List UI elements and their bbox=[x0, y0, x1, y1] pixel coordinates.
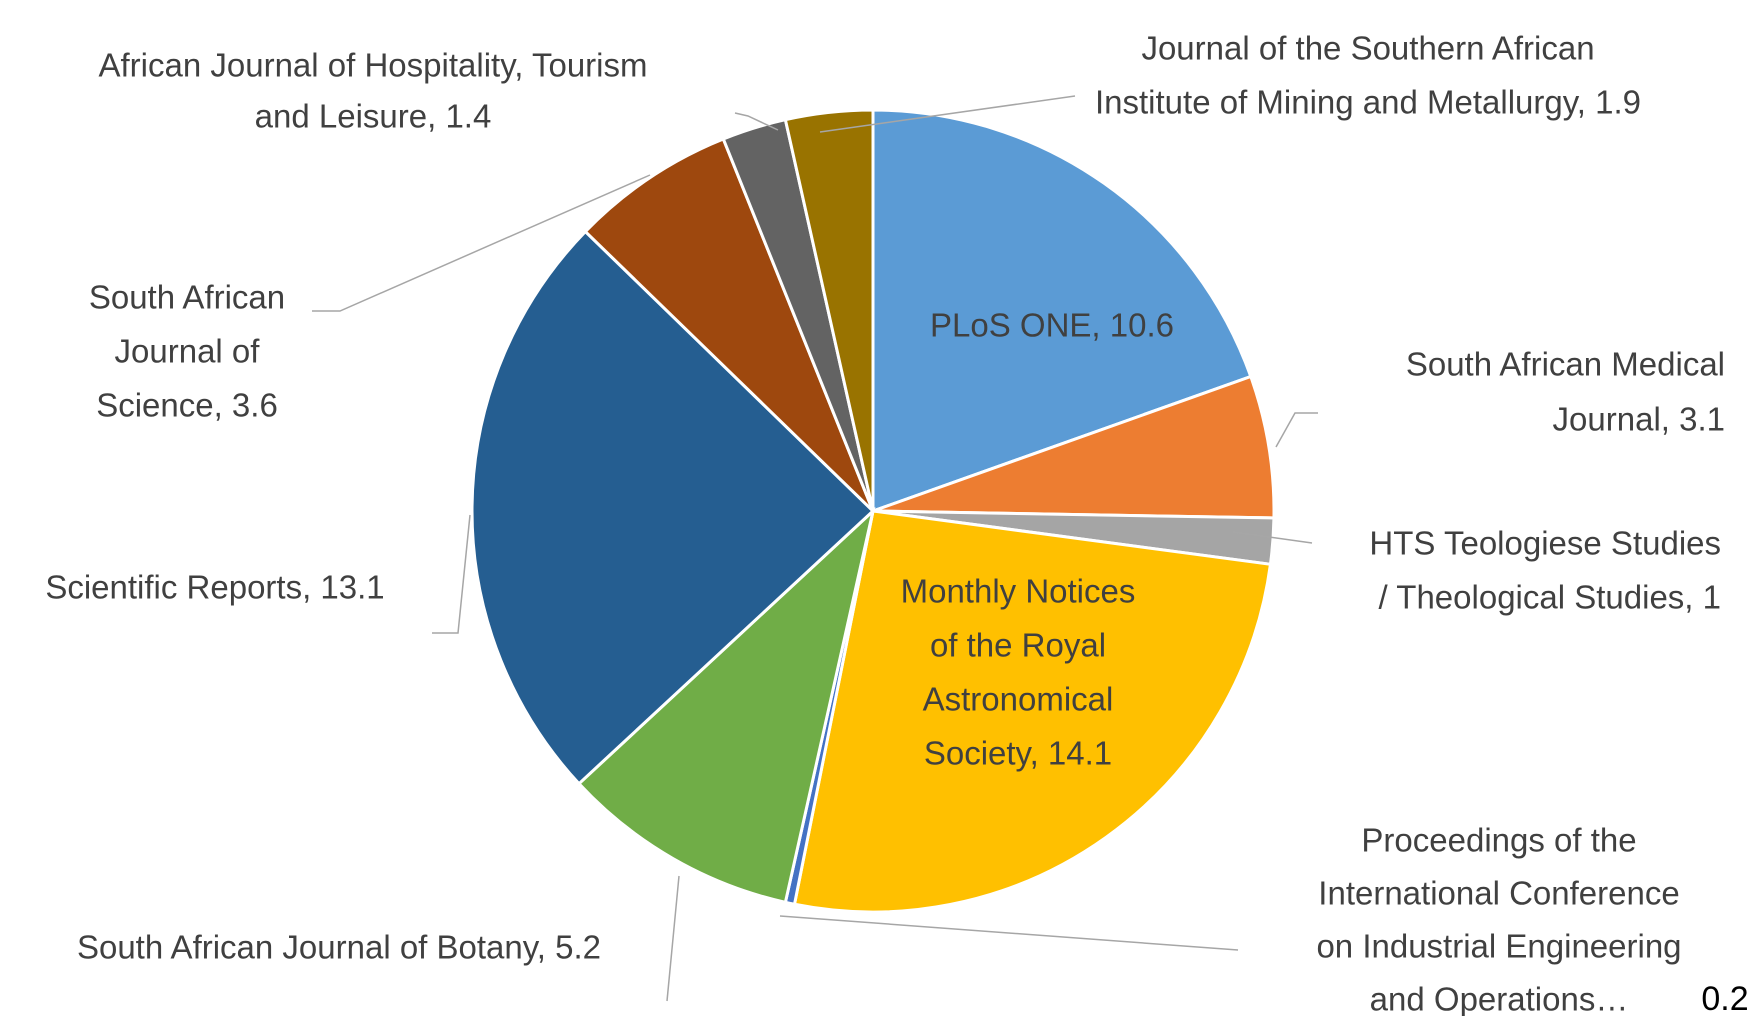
leader-line bbox=[666, 875, 680, 1002]
data-label: of the Royal bbox=[930, 627, 1106, 664]
leader-line bbox=[1232, 531, 1313, 544]
leader-line bbox=[819, 95, 1076, 133]
data-label: African Journal of Hospitality, Tourism bbox=[99, 47, 648, 84]
pie-slice bbox=[783, 108, 875, 512]
data-label: South African bbox=[89, 279, 285, 316]
data-label: Journal of bbox=[115, 333, 261, 370]
data-label: South African Journal of Botany, 5.2 bbox=[77, 929, 601, 966]
data-label: Proceedings of the bbox=[1361, 822, 1636, 859]
leader-line bbox=[312, 174, 651, 312]
data-label: on Industrial Engineering bbox=[1316, 928, 1681, 965]
data-label: Scientific Reports, 13.1 bbox=[45, 569, 384, 606]
pie-slice bbox=[576, 506, 876, 905]
data-label: Science, 3.6 bbox=[96, 387, 278, 424]
pie-slice bbox=[470, 229, 876, 786]
leader-line bbox=[432, 514, 471, 634]
data-label: and Operations… bbox=[1370, 981, 1629, 1016]
data-label: / Theological Studies, 1 bbox=[1379, 579, 1721, 616]
data-label: Journal of the Southern African bbox=[1141, 30, 1594, 67]
data-label: Society, 14.1 bbox=[924, 735, 1112, 772]
data-label: HTS Teologiese Studies bbox=[1369, 525, 1721, 562]
data-label: PLoS ONE, 10.6 bbox=[930, 307, 1174, 344]
data-label: South African Medical bbox=[1406, 346, 1725, 383]
leader-line bbox=[734, 112, 779, 131]
leader-line bbox=[1275, 412, 1318, 448]
pie-slice bbox=[583, 137, 875, 513]
data-label: International Conference bbox=[1318, 875, 1679, 912]
data-label: and Leisure, 1.4 bbox=[255, 98, 492, 135]
leader-line bbox=[779, 915, 1239, 951]
pie-slice bbox=[792, 509, 1273, 914]
pie-slice bbox=[872, 374, 1276, 520]
data-label: Institute of Mining and Metallurgy, 1.9 bbox=[1095, 84, 1641, 121]
data-label: Journal, 3.1 bbox=[1553, 401, 1725, 438]
pie-slice bbox=[871, 108, 1253, 514]
data-label: Monthly Notices bbox=[901, 573, 1136, 610]
data-label: Astronomical bbox=[923, 681, 1114, 718]
value-label: 0.2 bbox=[1701, 980, 1748, 1016]
